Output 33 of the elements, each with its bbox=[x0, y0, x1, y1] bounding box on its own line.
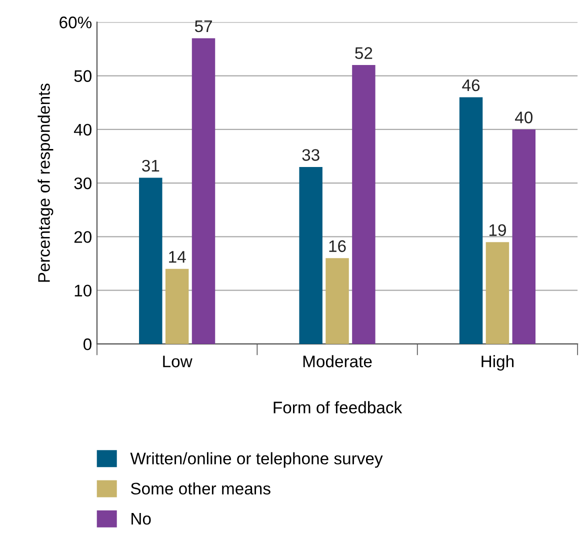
legend-label: Some other means bbox=[130, 482, 270, 495]
data-label: 57 bbox=[194, 20, 212, 32]
legend-label: No bbox=[132, 513, 151, 525]
x-tick-label: High bbox=[482, 355, 514, 371]
data-label: 19 bbox=[489, 224, 506, 236]
data-label: 14 bbox=[169, 251, 186, 263]
data-label: 16 bbox=[329, 240, 346, 252]
bar bbox=[192, 38, 216, 344]
data-label: 31 bbox=[142, 160, 160, 172]
y-tick-label: 40 bbox=[74, 124, 92, 136]
x-tick-label: Moderate bbox=[303, 355, 372, 368]
y-axis-title: Percentage of respondents bbox=[38, 84, 54, 282]
y-tick-label: 60% bbox=[60, 16, 92, 28]
bar bbox=[139, 178, 162, 344]
data-label: 40 bbox=[515, 112, 533, 124]
data-label: 33 bbox=[302, 149, 320, 161]
legend-label: Written/online or telephone survey bbox=[130, 452, 383, 468]
data-label: 46 bbox=[462, 79, 480, 92]
bar bbox=[459, 97, 483, 344]
y-tick-label: 10 bbox=[74, 284, 92, 297]
bar bbox=[165, 268, 189, 344]
data-label: 52 bbox=[355, 47, 372, 59]
y-tick-label: 20 bbox=[74, 231, 92, 243]
bar bbox=[299, 166, 322, 344]
bar bbox=[326, 258, 349, 344]
x-tick-label: Low bbox=[163, 356, 192, 368]
bar bbox=[352, 65, 376, 344]
y-tick-label: 30 bbox=[74, 177, 92, 190]
y-tick-label: 50 bbox=[74, 70, 92, 82]
bar bbox=[486, 242, 510, 344]
y-tick-label: 0 bbox=[84, 338, 92, 350]
x-axis-title: Form of feedback bbox=[274, 401, 402, 414]
bar bbox=[512, 129, 536, 344]
